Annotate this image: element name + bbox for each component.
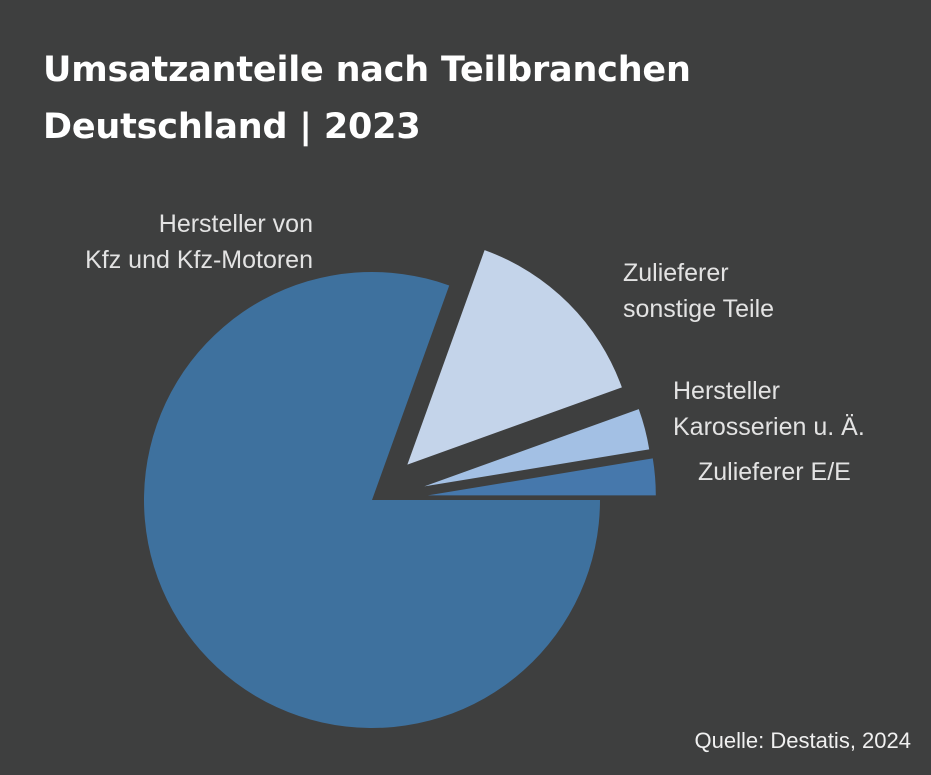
slice-label-karosserien-line-1: Hersteller [673, 377, 780, 405]
slice-label-zulieferer-ee: Zulieferer E/E [698, 454, 851, 490]
slice-label-karosserien: Hersteller Karosserien u. Ä. [673, 373, 865, 445]
chart-title-line-1: Umsatzanteile nach Teilbranchen [43, 50, 691, 90]
slice-label-kfz-motoren-line-2: Kfz und Kfz-Motoren [85, 246, 313, 274]
chart-title: Umsatzanteile nach Teilbranchen Deutschl… [43, 42, 691, 156]
chart-title-line-2: Deutschland | 2023 [43, 107, 421, 147]
slice-label-karosserien-line-2: Karosserien u. Ä. [673, 413, 865, 441]
slice-label-zulieferer-sonstige-line-1: Zulieferer [623, 259, 729, 287]
pie-slice-zulieferer-sonstige [407, 250, 622, 465]
slice-label-kfz-motoren-line-1: Hersteller von [158, 210, 313, 238]
slice-label-zulieferer-sonstige: Zulieferer sonstige Teile [623, 255, 774, 327]
pie-slice-kfz-motoren [143, 272, 601, 729]
pie-slice-karosserien [424, 409, 650, 487]
pie-slice-zulieferer-ee [427, 458, 656, 496]
slice-label-zulieferer-ee-line-1: Zulieferer E/E [698, 458, 851, 486]
slice-label-zulieferer-sonstige-line-2: sonstige Teile [623, 295, 775, 323]
source-note: Quelle: Destatis, 2024 [694, 728, 911, 753]
slice-label-kfz-motoren: Hersteller von Kfz und Kfz-Motoren [85, 206, 313, 278]
